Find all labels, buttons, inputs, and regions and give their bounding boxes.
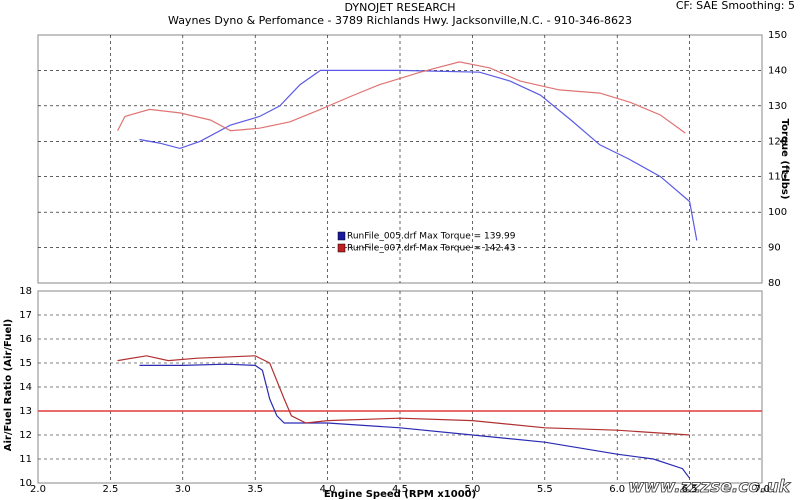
y-tick-label: 15 bbox=[19, 358, 32, 369]
y-tick-label: 120 bbox=[768, 136, 787, 147]
y-tick-label: 100 bbox=[768, 207, 787, 218]
y-tick-label: 14 bbox=[19, 382, 32, 393]
x-tick-label: 4.5 bbox=[392, 484, 408, 495]
data-line bbox=[139, 69, 698, 241]
y-tick-label: 13 bbox=[19, 406, 32, 417]
legend-swatch bbox=[337, 243, 346, 253]
y-tick-label: 18 bbox=[19, 286, 32, 297]
legend-swatch bbox=[337, 231, 346, 241]
y-tick-label: 10 bbox=[19, 478, 32, 489]
legend-label: RunFile_007.drf Max Torque = 142.43 bbox=[347, 244, 516, 254]
y-tick-label: 150 bbox=[768, 30, 787, 41]
y-axis-label: Air/Fuel Ratio (Air/Fuel) bbox=[3, 319, 14, 451]
data-line bbox=[117, 61, 686, 134]
x-tick-label: 6.0 bbox=[609, 484, 625, 495]
x-tick-label: 3.0 bbox=[175, 484, 191, 495]
y-tick-label: 90 bbox=[768, 243, 781, 254]
x-tick-label: 6.5 bbox=[682, 484, 698, 495]
chart-subtitle: Waynes Dyno & Perfomance - 3789 Richland… bbox=[168, 14, 632, 27]
y-tick-label: 130 bbox=[768, 101, 787, 112]
y-tick-label: 17 bbox=[19, 310, 32, 321]
y-tick-label: 110 bbox=[768, 172, 787, 183]
x-tick-label: 4.0 bbox=[320, 484, 336, 495]
x-tick-label: 2.0 bbox=[30, 484, 46, 495]
watermark: www.zzzse.co.uk bbox=[628, 477, 792, 497]
y-tick-label: 12 bbox=[19, 430, 32, 441]
chart-title: DYNOJET RESEARCH bbox=[345, 1, 456, 14]
x-tick-label: 2.5 bbox=[102, 484, 118, 495]
x-tick-label: 5.5 bbox=[537, 484, 553, 495]
y-tick-label: 140 bbox=[768, 65, 787, 76]
data-line bbox=[117, 355, 690, 436]
y-tick-label: 11 bbox=[19, 454, 32, 465]
x-axis-label: Engine Speed (RPM x1000) bbox=[324, 489, 476, 500]
x-tick-label: 5.0 bbox=[464, 484, 480, 495]
y-tick-label: 16 bbox=[19, 334, 32, 345]
settings: CF: SAE Smoothing: 5 bbox=[676, 0, 795, 12]
x-tick-label: 7.0 bbox=[754, 484, 770, 495]
y-axis-label: Torque (ft-lbs) bbox=[779, 119, 790, 200]
y-tick-label: 80 bbox=[768, 278, 781, 289]
legend-label: RunFile_005.drf Max Torque = 139.99 bbox=[347, 232, 516, 242]
x-tick-label: 3.5 bbox=[247, 484, 263, 495]
